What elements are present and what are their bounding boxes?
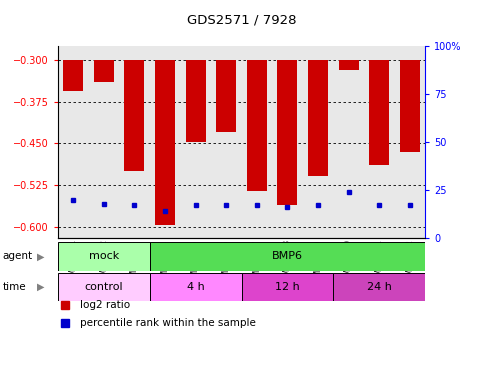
Bar bbox=[247, 60, 267, 191]
Bar bbox=[400, 60, 420, 152]
Text: mock: mock bbox=[89, 251, 119, 262]
Bar bbox=[277, 60, 298, 205]
Bar bbox=[125, 60, 144, 171]
Text: log2 ratio: log2 ratio bbox=[80, 300, 130, 310]
Bar bbox=[63, 60, 83, 91]
Text: percentile rank within the sample: percentile rank within the sample bbox=[80, 318, 256, 328]
Text: 24 h: 24 h bbox=[367, 282, 392, 292]
Bar bbox=[58, 273, 150, 301]
Text: BMP6: BMP6 bbox=[272, 251, 303, 262]
Bar bbox=[150, 273, 242, 301]
Bar bbox=[369, 60, 389, 165]
Text: ▶: ▶ bbox=[37, 251, 45, 262]
Text: 12 h: 12 h bbox=[275, 282, 300, 292]
Text: agent: agent bbox=[2, 251, 32, 262]
Bar bbox=[185, 60, 206, 142]
Bar bbox=[339, 60, 358, 70]
Text: GDS2571 / 7928: GDS2571 / 7928 bbox=[187, 13, 296, 26]
Bar bbox=[333, 273, 425, 301]
Bar bbox=[308, 60, 328, 176]
Bar bbox=[150, 242, 425, 271]
Bar bbox=[155, 60, 175, 225]
Text: control: control bbox=[85, 282, 123, 292]
Text: 4 h: 4 h bbox=[187, 282, 204, 292]
Bar bbox=[216, 60, 236, 132]
Bar bbox=[58, 242, 150, 271]
Bar bbox=[94, 60, 114, 82]
Text: ▶: ▶ bbox=[37, 282, 45, 292]
Bar bbox=[242, 273, 333, 301]
Text: time: time bbox=[2, 282, 26, 292]
